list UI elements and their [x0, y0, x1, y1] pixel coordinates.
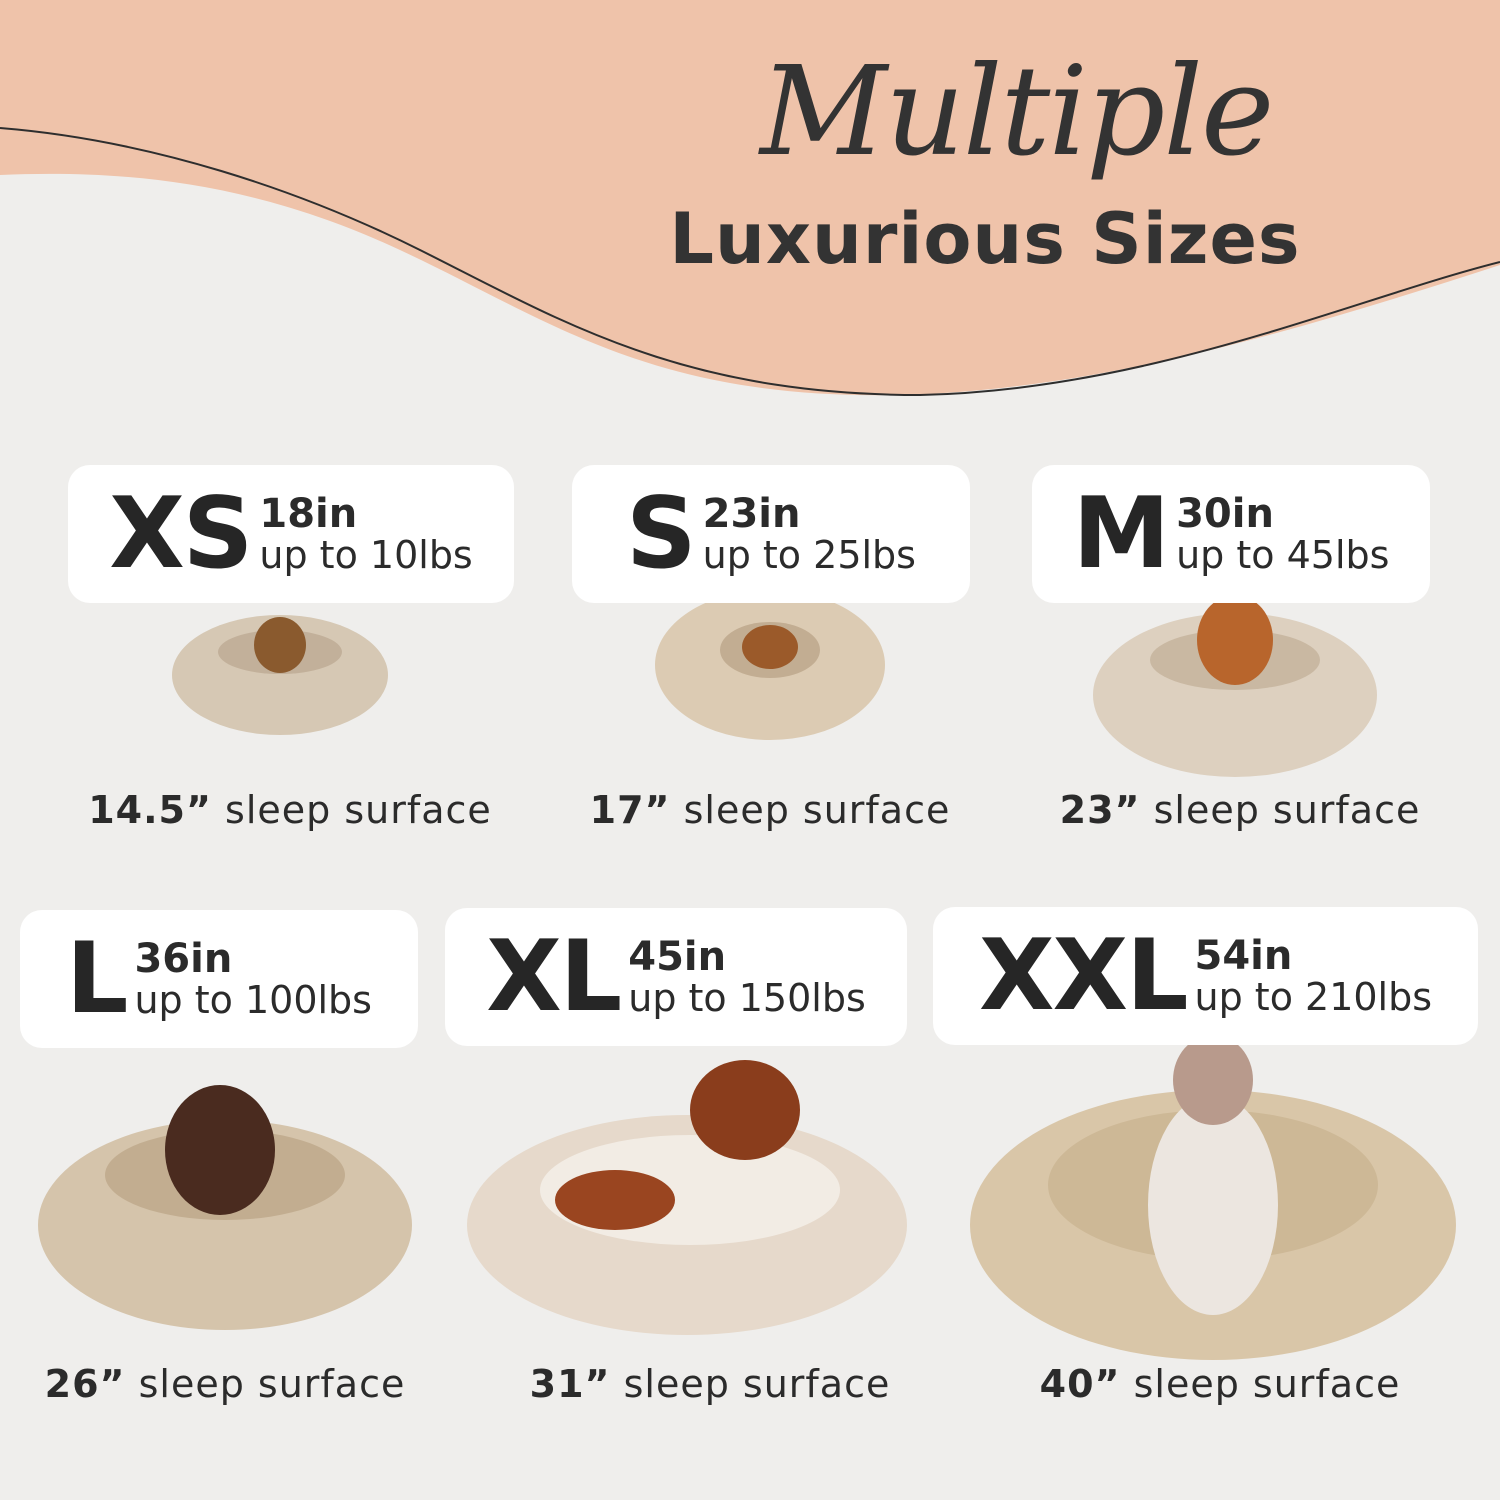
diameter: 30in: [1176, 491, 1274, 537]
sleep-surface-m: 23” sleep surface: [1030, 788, 1450, 832]
size-label: XXL: [978, 919, 1189, 1033]
size-card-m: M 30in up to 45lbs: [1032, 465, 1430, 603]
sleep-label: sleep surface: [683, 788, 951, 832]
bed-image-m: [1093, 595, 1377, 777]
size-card-l: L 36in up to 100lbs: [20, 910, 418, 1048]
sleep-size: 14.5”: [88, 788, 212, 832]
diameter: 18in: [259, 491, 358, 537]
weight-limit: up to 10lbs: [259, 533, 473, 577]
sleep-surface-s: 17” sleep surface: [560, 788, 980, 832]
title-main: Luxurious Sizes: [669, 198, 1301, 280]
diameter: 45in: [628, 934, 727, 980]
size-card-xs: XS 18in up to 10lbs: [68, 465, 514, 603]
wave-line: [0, 127, 1500, 397]
peach-wave: [0, 0, 1500, 396]
bed-image-xs: [172, 615, 388, 735]
size-card-xl: XL 45in up to 150lbs: [445, 908, 907, 1046]
sleep-surface-xs: 14.5” sleep surface: [60, 788, 520, 832]
bed-image-s: [655, 590, 885, 740]
sleep-label: sleep surface: [1133, 1362, 1401, 1406]
sleep-surface-l: 26” sleep surface: [15, 1362, 435, 1406]
weight-limit: up to 100lbs: [134, 978, 372, 1022]
sleep-size: 40”: [1039, 1362, 1121, 1406]
weight-limit: up to 210lbs: [1194, 975, 1433, 1019]
diameter: 36in: [134, 936, 233, 982]
sleep-label: sleep surface: [225, 788, 492, 832]
bed-image-xxl: [970, 1035, 1456, 1360]
sleep-surface-xxl: 40” sleep surface: [1010, 1362, 1430, 1406]
sleep-surface-xl: 31” sleep surface: [500, 1362, 920, 1406]
size-label: M: [1072, 477, 1171, 591]
size-card-s: S 23in up to 25lbs: [572, 465, 970, 603]
diameter: 54in: [1194, 933, 1293, 979]
bed-image-l: [38, 1085, 412, 1330]
size-label: S: [626, 477, 697, 591]
weight-limit: up to 25lbs: [702, 533, 916, 577]
size-label: L: [66, 922, 128, 1036]
bed-image-xl: [467, 1060, 907, 1335]
weight-limit: up to 150lbs: [628, 976, 866, 1020]
weight-limit: up to 45lbs: [1176, 533, 1390, 577]
size-label: XS: [109, 477, 253, 591]
sleep-label: sleep surface: [1153, 788, 1421, 832]
title-script: Multiple: [760, 40, 1274, 184]
sleep-size: 23”: [1059, 788, 1141, 832]
size-card-xxl: XXL 54in up to 210lbs: [933, 907, 1478, 1045]
sleep-size: 31”: [529, 1362, 611, 1406]
diameter: 23in: [702, 491, 801, 537]
sleep-size: 17”: [589, 788, 671, 832]
sleep-label: sleep surface: [623, 1362, 891, 1406]
sleep-size: 26”: [44, 1362, 126, 1406]
sleep-label: sleep surface: [138, 1362, 406, 1406]
size-label: XL: [486, 920, 622, 1034]
